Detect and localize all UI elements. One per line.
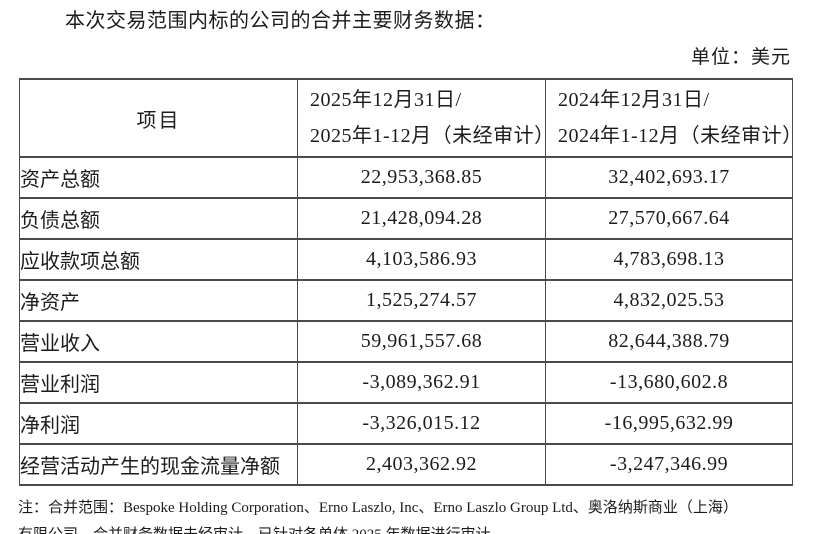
row-label: 净资产 bbox=[19, 279, 298, 322]
footnote-line-2: 有限公司，合并财务数据未经审计，已针对各单体 2025 年数据进行审计 bbox=[18, 522, 819, 534]
row-value-2025: 2,403,362.92 bbox=[297, 443, 546, 486]
footnote-line-1: 注：合并范围：Bespoke Holding Corporation、Erno … bbox=[18, 500, 738, 516]
row-label: 净利润 bbox=[19, 402, 298, 445]
header-period-2024: 2024年12月31日/ 2024年1-12月（未经审计） bbox=[545, 78, 793, 158]
header-item: 项目 bbox=[19, 78, 298, 158]
table-row: 应收款项总额 4,103,586.93 4,783,698.13 bbox=[19, 238, 793, 281]
header-period-2024-range: 2024年1-12月（未经审计） bbox=[558, 125, 793, 147]
row-label: 营业利润 bbox=[19, 361, 298, 404]
row-value-2025: 21,428,094.28 bbox=[297, 197, 546, 240]
row-value-2024: 82,644,388.79 bbox=[545, 320, 793, 363]
row-label: 经营活动产生的现金流量净额 bbox=[19, 443, 298, 486]
row-value-2024: 32,402,693.17 bbox=[545, 156, 793, 199]
row-value-2025: -3,089,362.91 bbox=[297, 361, 546, 404]
row-value-2025: 59,961,557.68 bbox=[297, 320, 546, 363]
footnote: 注：合并范围：Bespoke Holding Corporation、Erno … bbox=[18, 495, 819, 534]
row-value-2025: 22,953,368.85 bbox=[297, 156, 546, 199]
page-title: 本次交易范围内标的公司的合并主要财务数据： bbox=[65, 10, 496, 32]
table-row: 营业利润 -3,089,362.91 -13,680,602.8 bbox=[19, 361, 793, 404]
table-row: 资产总额 22,953,368.85 32,402,693.17 bbox=[19, 156, 793, 199]
row-value-2025: 1,525,274.57 bbox=[297, 279, 546, 322]
table-row: 经营活动产生的现金流量净额 2,403,362.92 -3,247,346.99 bbox=[19, 443, 793, 486]
table-row: 营业收入 59,961,557.68 82,644,388.79 bbox=[19, 320, 793, 363]
table-header-row: 项目 2025年12月31日/ 2025年1-12月（未经审计） 2024年12… bbox=[19, 78, 793, 158]
row-label: 负债总额 bbox=[19, 197, 298, 240]
row-label: 营业收入 bbox=[19, 320, 298, 363]
row-value-2024: -16,995,632.99 bbox=[545, 402, 793, 445]
row-label: 应收款项总额 bbox=[19, 238, 298, 281]
row-value-2024: 4,783,698.13 bbox=[545, 238, 793, 281]
row-value-2025: -3,326,015.12 bbox=[297, 402, 546, 445]
financial-data-table: 项目 2025年12月31日/ 2025年1-12月（未经审计） 2024年12… bbox=[19, 78, 793, 486]
header-period-2024-date: 2024年12月31日/ bbox=[558, 89, 710, 111]
row-value-2024: 27,570,667.64 bbox=[545, 197, 793, 240]
header-period-2025-date: 2025年12月31日/ bbox=[310, 89, 462, 111]
row-label: 资产总额 bbox=[19, 156, 298, 199]
row-value-2024: -3,247,346.99 bbox=[545, 443, 793, 486]
header-period-2025-range: 2025年1-12月（未经审计） bbox=[310, 125, 546, 147]
table-row: 净资产 1,525,274.57 4,832,025.53 bbox=[19, 279, 793, 322]
row-value-2025: 4,103,586.93 bbox=[297, 238, 546, 281]
row-value-2024: -13,680,602.8 bbox=[545, 361, 793, 404]
unit-label: 单位：美元 bbox=[690, 47, 791, 68]
header-period-2025: 2025年12月31日/ 2025年1-12月（未经审计） bbox=[297, 78, 546, 158]
row-value-2024: 4,832,025.53 bbox=[545, 279, 793, 322]
table-row: 净利润 -3,326,015.12 -16,995,632.99 bbox=[19, 402, 793, 445]
table-row: 负债总额 21,428,094.28 27,570,667.64 bbox=[19, 197, 793, 240]
